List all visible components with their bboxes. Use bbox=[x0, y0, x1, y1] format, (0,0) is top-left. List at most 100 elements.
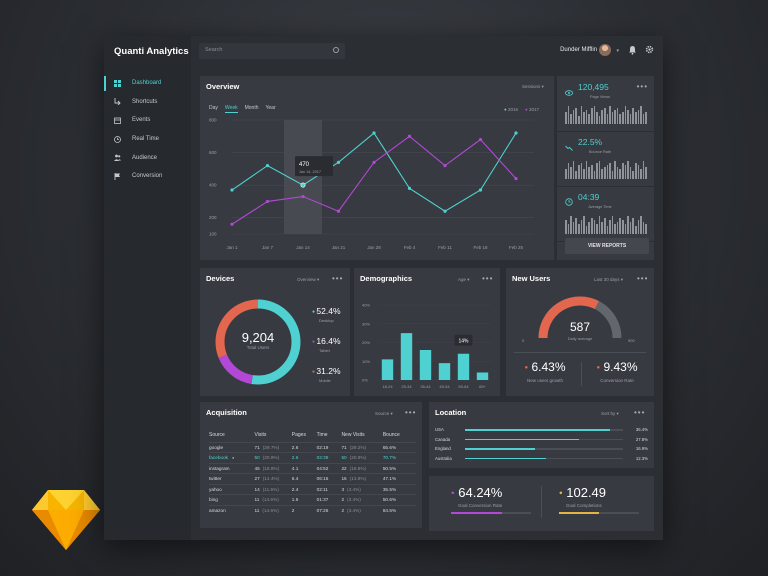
overview-metric-select[interactable]: Sessions ▾ bbox=[522, 84, 544, 89]
acquisition-select[interactable]: Source ▾ bbox=[375, 411, 393, 416]
location-value: 36.4% bbox=[635, 427, 648, 432]
location-bar-fill bbox=[465, 457, 546, 459]
spark-bar bbox=[629, 222, 632, 234]
column-header[interactable]: Visits bbox=[254, 432, 267, 439]
gear-icon[interactable] bbox=[645, 45, 654, 54]
sidebar-item-real-time[interactable]: Real Time bbox=[104, 130, 191, 149]
location-bar-track bbox=[465, 438, 623, 440]
spark-bar bbox=[642, 222, 645, 234]
table-row[interactable]: google 71 (29.7%) 2.6 02:19 71 (29.2%) 65.6% bbox=[209, 442, 416, 453]
y-tick-label: 600 bbox=[209, 150, 217, 155]
app-title: Quanti Analytics bbox=[114, 46, 189, 57]
spark-bar bbox=[640, 169, 642, 179]
spark-bar bbox=[585, 161, 588, 179]
acquisition-menu-button[interactable]: ••• bbox=[405, 408, 417, 417]
spark-bar bbox=[622, 163, 624, 179]
new-visits-count: 22 bbox=[341, 465, 347, 471]
new-visits-count: 3 bbox=[341, 486, 345, 492]
devices-select[interactable]: Overview ▾ bbox=[297, 277, 320, 282]
tooltip-point bbox=[300, 182, 306, 188]
location-row: Australia 12.3% bbox=[435, 456, 648, 464]
data-point-2017 bbox=[443, 164, 447, 168]
spark-bar bbox=[588, 114, 590, 124]
stat-label: Bounce Rate bbox=[589, 150, 611, 154]
gauge-min: 0 bbox=[522, 338, 525, 343]
spark-bar bbox=[596, 224, 598, 234]
sidebar-item-label: Events bbox=[132, 117, 151, 124]
spark-bar bbox=[611, 112, 614, 124]
cell-visits: 27 (14.4%) bbox=[255, 474, 292, 485]
spark-bar bbox=[606, 226, 609, 234]
table-row[interactable]: instagram 45 (18.8%) 4.1 04:52 22 (18.8%) 50.5% bbox=[209, 463, 416, 474]
stat-block: 04:39 Average Time bbox=[557, 192, 663, 242]
devices-menu-button[interactable]: ••• bbox=[332, 274, 344, 283]
tab-week[interactable]: Week bbox=[224, 105, 238, 113]
table-row[interactable]: yahoo 14 (11.6%) 2.4 02:11 3 (3.4%) 35.5% bbox=[209, 484, 416, 495]
spark-bar bbox=[577, 224, 580, 234]
tab-year[interactable]: Year bbox=[265, 105, 276, 111]
location-select[interactable]: Sort by ▾ bbox=[601, 411, 619, 416]
spark-bar bbox=[580, 106, 583, 124]
search-input[interactable]: Search bbox=[199, 43, 345, 59]
growth-label: New users growth bbox=[526, 378, 563, 383]
table-row[interactable]: twitter 27 (14.4%) 6.4 06:16 16 (13.8%) 47.1% bbox=[209, 473, 416, 485]
location-value: 12.3% bbox=[635, 455, 648, 461]
table-row[interactable]: facebook ● 50 (20.9%) 2.6 02:39 50 (20.9%) 70.7% bbox=[209, 452, 416, 464]
spark-bar bbox=[627, 110, 629, 124]
x-tick-label: Jan 21 bbox=[332, 245, 346, 250]
bell-icon[interactable] bbox=[628, 45, 637, 55]
table-row[interactable]: bing 11 (14.6%) 1.6 01:37 2 (3.4%) 50.6% bbox=[209, 494, 416, 506]
devices-total: 9,204 Total Users bbox=[208, 330, 308, 350]
x-tick-label: 25-34 bbox=[401, 384, 412, 389]
devices-title: Devices bbox=[206, 274, 235, 283]
data-point-2017 bbox=[372, 160, 376, 164]
table-row[interactable]: amazon 11 (14.6%) 2 07:26 2 (3.4%) 84.5% bbox=[209, 505, 416, 516]
new-users-select[interactable]: Last 30 days ▾ bbox=[594, 277, 624, 282]
cell-bounce: 84.5% bbox=[382, 508, 397, 513]
column-header[interactable]: Pages bbox=[291, 432, 306, 439]
cell-time: 07:26 bbox=[316, 508, 329, 513]
search-icon[interactable] bbox=[333, 47, 339, 53]
demographics-menu-button[interactable]: ••• bbox=[482, 274, 494, 283]
spark-bar bbox=[616, 108, 619, 124]
location-bar-track bbox=[465, 429, 623, 431]
sidebar-item-shortcuts[interactable]: Shortcuts bbox=[104, 93, 191, 112]
location-menu-button[interactable]: ••• bbox=[634, 408, 646, 417]
spark-bar bbox=[596, 163, 598, 179]
location-row: USA 36.4% bbox=[435, 427, 648, 435]
column-header[interactable]: Source bbox=[209, 432, 225, 439]
overview-tabs: Day Week Month Year bbox=[209, 105, 276, 113]
sidebar-item-audience[interactable]: Audience bbox=[104, 148, 191, 167]
y-tick-label: 30% bbox=[362, 321, 370, 326]
data-point-2016 bbox=[443, 209, 447, 213]
column-header[interactable]: New Visits bbox=[341, 432, 365, 439]
users-icon bbox=[114, 154, 121, 162]
stats-menu-button[interactable]: ••• bbox=[636, 82, 648, 91]
spark-bar bbox=[614, 224, 616, 234]
column-header[interactable]: Bounce bbox=[382, 432, 400, 439]
sidebar-item-events[interactable]: Events bbox=[104, 111, 191, 130]
sidebar-item-conversion[interactable]: Conversion bbox=[104, 167, 191, 186]
legend-dot: ● bbox=[312, 338, 317, 345]
new-visits-pct: (18.8%) bbox=[349, 465, 367, 471]
demographics-select[interactable]: Age ▾ bbox=[458, 277, 470, 282]
user-name[interactable]: Dunder Mifflin bbox=[560, 47, 597, 53]
avatar[interactable] bbox=[599, 44, 611, 56]
new-users-menu-button[interactable]: ••• bbox=[637, 274, 649, 283]
location-bar-track bbox=[465, 457, 623, 459]
spark-bar bbox=[590, 218, 593, 234]
tab-month[interactable]: Month bbox=[244, 105, 259, 111]
sidebar-item-dashboard[interactable]: Dashboard bbox=[104, 74, 191, 93]
demographic-bar bbox=[381, 359, 394, 380]
source-name: instagram bbox=[209, 465, 230, 471]
view-reports-button[interactable]: VIEW REPORTS bbox=[565, 238, 649, 254]
visits-pct: (20.9%) bbox=[262, 455, 280, 461]
chevron-down-icon[interactable]: ▾ bbox=[616, 48, 619, 54]
cell-visits: 14 (11.6%) bbox=[255, 484, 292, 495]
visits-count: 11 bbox=[254, 497, 260, 503]
new-visits-pct: (13.8%) bbox=[349, 476, 367, 482]
column-header[interactable]: Time bbox=[316, 432, 328, 439]
device-value: 52.4% bbox=[316, 306, 341, 316]
tab-day[interactable]: Day bbox=[209, 105, 218, 111]
x-tick-label: 35-44 bbox=[420, 384, 431, 389]
